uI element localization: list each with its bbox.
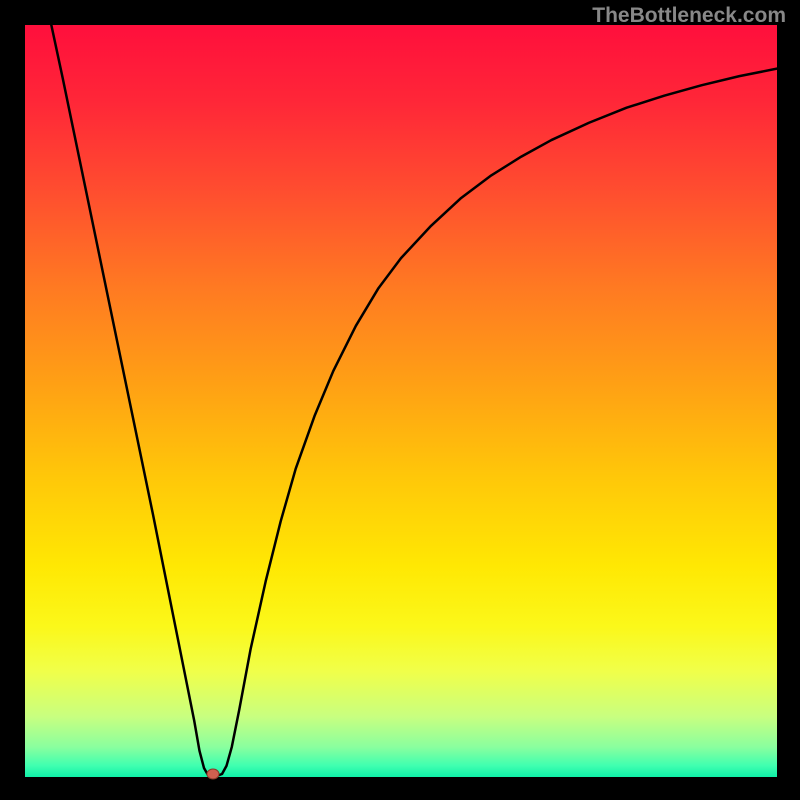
plot-area xyxy=(25,25,777,777)
chart-container: TheBottleneck.com xyxy=(0,0,800,800)
optimum-marker xyxy=(207,768,220,779)
watermark-text: TheBottleneck.com xyxy=(592,4,786,28)
curve-layer xyxy=(25,25,777,777)
bottleneck-curve xyxy=(51,25,777,776)
